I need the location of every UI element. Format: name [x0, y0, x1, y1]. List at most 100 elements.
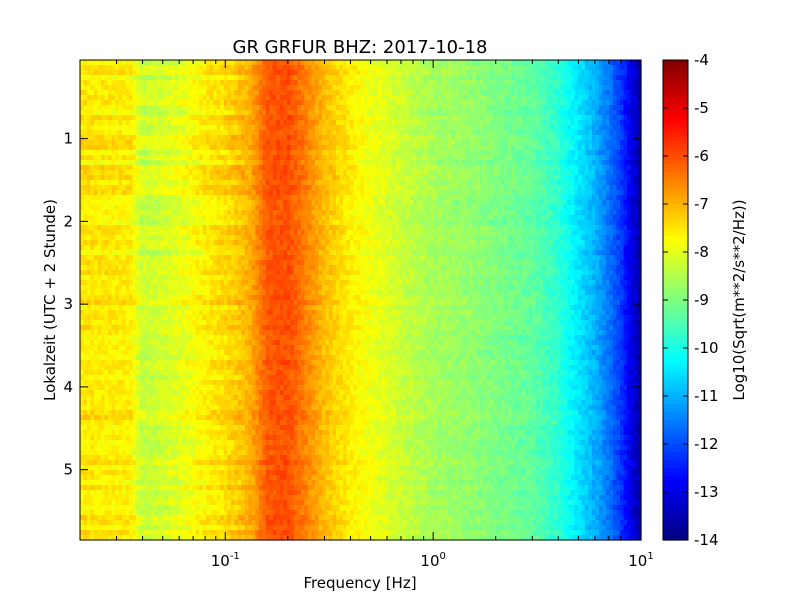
colorbar-segment [663, 416, 688, 421]
colorbar-segment [663, 124, 688, 129]
colorbar-segment [663, 328, 688, 333]
colorbar-segment [663, 144, 688, 149]
plot-frame [79, 59, 642, 541]
colorbar-segment [663, 192, 688, 197]
colorbar-segment [663, 420, 688, 425]
colorbar-segment [663, 224, 688, 229]
colorbar-segment [663, 164, 688, 169]
colorbar-segment [663, 92, 688, 97]
colorbar-segment [663, 204, 688, 209]
x-tick-label: 10-1 [211, 551, 240, 570]
colorbar-segment [663, 396, 688, 401]
colorbar-segment [663, 516, 688, 521]
x-tick-label-base: 10 [420, 552, 439, 570]
colorbar-segment [663, 532, 688, 537]
colorbar-segment [663, 96, 688, 101]
colorbar-segment [663, 432, 688, 437]
colorbar-segment [663, 72, 688, 77]
y-tick-label: 3 [63, 295, 73, 313]
colorbar-tick-label: -14 [694, 531, 719, 549]
colorbar-segment [663, 496, 688, 501]
colorbar-segment [663, 188, 688, 193]
colorbar-segment [663, 148, 688, 153]
colorbar-segment [663, 284, 688, 289]
colorbar-segment [663, 472, 688, 477]
colorbar-segment [663, 460, 688, 465]
colorbar-tick-label: -10 [694, 339, 719, 357]
colorbar-segment [663, 336, 688, 341]
colorbar-segment [663, 448, 688, 453]
colorbar-segment [663, 132, 688, 137]
colorbar-segment [663, 436, 688, 441]
x-tick-label-exponent: 1 [647, 551, 653, 562]
colorbar-segment [663, 160, 688, 165]
colorbar-segment [663, 364, 688, 369]
x-tick-label-base: 10 [628, 552, 647, 570]
colorbar-segment [663, 176, 688, 181]
colorbar-segment [663, 520, 688, 525]
colorbar-segment [663, 512, 688, 517]
colorbar-segment [663, 332, 688, 337]
y-axis-label: Lokalzeit (UTC + 2 Stunde) [41, 199, 59, 401]
colorbar-segment [663, 344, 688, 349]
colorbar-segment [663, 324, 688, 329]
colorbar-segment [663, 408, 688, 413]
chart-title: GR GRFUR BHZ: 2017-10-18 [233, 37, 488, 58]
colorbar-segment [663, 468, 688, 473]
colorbar-tick-label: -12 [694, 435, 719, 453]
colorbar-segment [663, 248, 688, 253]
colorbar-segment [663, 172, 688, 177]
colorbar-segment [663, 340, 688, 345]
colorbar-segment [663, 184, 688, 189]
colorbar-segment [663, 452, 688, 457]
colorbar-segment [663, 120, 688, 125]
colorbar-segment [663, 440, 688, 445]
colorbar-segment [663, 208, 688, 213]
colorbar-segment [663, 76, 688, 81]
y-tick-label: 4 [63, 378, 73, 396]
colorbar-segment [663, 264, 688, 269]
colorbar-segment [663, 68, 688, 73]
colorbar-segment [663, 116, 688, 121]
colorbar-tick-label: -9 [694, 291, 709, 309]
colorbar-segment [663, 308, 688, 313]
colorbar-tick-label: -13 [694, 483, 719, 501]
x-tick-label-exponent: 0 [440, 551, 446, 562]
colorbar-segment [663, 392, 688, 397]
colorbar-segment [663, 288, 688, 293]
colorbar-segment [663, 252, 688, 257]
colorbar-segment [663, 100, 688, 105]
colorbar-segment [663, 384, 688, 389]
colorbar-segment [663, 292, 688, 297]
colorbar-ticks: -4 -5 -6 -7 -8 -9 -10 -11 -12 -13 -14 [663, 51, 719, 549]
colorbar-segment [663, 212, 688, 217]
colorbar-segment [663, 492, 688, 497]
colorbar-segment [663, 196, 688, 201]
colorbar-segment [663, 320, 688, 325]
colorbar-segment [663, 60, 688, 65]
colorbar-segment [663, 428, 688, 433]
colorbar-segment [663, 376, 688, 381]
colorbar-segment [663, 88, 688, 93]
x-tick-label-base: 10 [211, 552, 230, 570]
colorbar-label: Log10(Sqrt(m**2/s**2/Hz)) [730, 199, 748, 400]
colorbar-segment [663, 296, 688, 301]
colorbar-segment [663, 484, 688, 489]
colorbar-segment [663, 316, 688, 321]
colorbar-segment [663, 280, 688, 285]
y-tick-label: 1 [63, 130, 73, 148]
colorbar-segment [663, 80, 688, 85]
colorbar-segment [663, 524, 688, 529]
colorbar-segment [663, 444, 688, 449]
colorbar-segment [663, 244, 688, 249]
x-tick-label-exponent: -1 [230, 551, 240, 562]
colorbar-tick-label: -4 [694, 51, 709, 69]
colorbar-segment [663, 388, 688, 393]
x-tick-label: 100 [420, 551, 445, 570]
colorbar-segment [663, 268, 688, 273]
colorbar-segment [663, 156, 688, 161]
colorbar-segment [663, 152, 688, 157]
colorbar-segment [663, 500, 688, 505]
colorbar-segment [663, 412, 688, 417]
colorbar-segment [663, 236, 688, 241]
